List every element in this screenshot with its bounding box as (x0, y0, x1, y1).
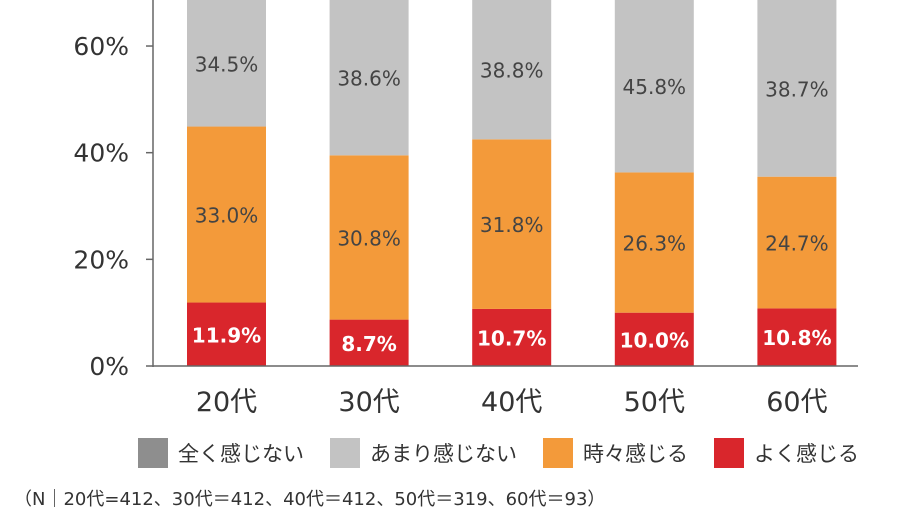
bar-segment (187, 0, 266, 127)
legend-swatch (543, 438, 573, 468)
bar-segment (472, 308, 552, 366)
bar-segment (329, 155, 409, 320)
data-label: 11.9% (192, 323, 261, 347)
data-label: 31.8% (480, 213, 544, 237)
legend-swatch (714, 438, 744, 468)
data-label: 10.0% (620, 328, 689, 352)
footnote: （N｜20代=412、30代＝412、40代＝412、50代＝319、60代＝9… (14, 489, 606, 510)
y-tick-label: 40% (73, 139, 129, 168)
bar-segment (757, 308, 837, 366)
bar-segment (187, 126, 266, 303)
x-tick-label: 20代 (196, 387, 257, 418)
y-tick-label: 60% (73, 32, 129, 61)
data-label: 8.7% (341, 332, 396, 356)
legend-item: あまり感じない (330, 438, 517, 468)
legend-label: よく感じる (754, 442, 859, 466)
legend: 全く感じない あまり感じない 時々感じる よく感じる (138, 436, 885, 470)
bar-segment (187, 302, 266, 366)
x-tick-label: 30代 (338, 387, 399, 418)
bar-segment (757, 176, 837, 309)
bar-segment (472, 139, 552, 309)
bar-segment (329, 319, 409, 366)
data-label: 24.7% (765, 232, 829, 256)
data-label: 38.6% (337, 67, 401, 91)
bar-segment (614, 0, 694, 173)
data-label: 30.8% (337, 226, 401, 250)
bar-segment (472, 0, 552, 140)
data-label: 34.5% (195, 52, 259, 76)
data-label: 33.0% (195, 204, 259, 228)
y-tick-label: 20% (73, 245, 129, 274)
legend-item: 全く感じない (138, 438, 304, 468)
data-label: 38.7% (765, 77, 829, 101)
x-tick-label: 40代 (481, 387, 542, 418)
data-label: 38.8% (480, 59, 544, 83)
bar-segment (614, 312, 694, 366)
legend-label: あまり感じない (370, 442, 517, 466)
bar-segment (329, 0, 409, 156)
data-label: 10.8% (762, 326, 831, 350)
y-tick-label: 0% (89, 352, 129, 381)
legend-swatch (138, 438, 168, 468)
data-label: 10.7% (477, 326, 546, 350)
data-label: 26.3% (623, 232, 687, 256)
bar-segment (757, 0, 837, 177)
legend-label: 全く感じない (178, 442, 304, 466)
x-tick-label: 60代 (766, 387, 827, 418)
x-tick-label: 50代 (624, 387, 685, 418)
bar-segment (614, 172, 694, 313)
legend-swatch (330, 438, 360, 468)
legend-item: 時々感じる (543, 438, 688, 468)
legend-label: 時々感じる (583, 442, 688, 466)
data-label: 45.8% (623, 75, 687, 99)
legend-item: よく感じる (714, 438, 859, 468)
